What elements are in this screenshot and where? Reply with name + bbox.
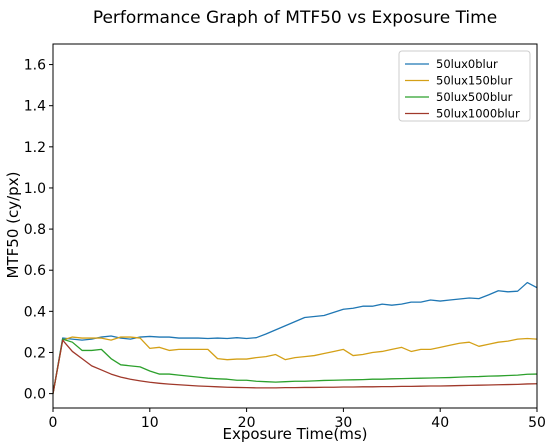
legend-label: 50lux150blur [436,74,513,88]
y-tick-label: 1.2 [24,140,46,156]
x-tick-label: 20 [238,415,256,431]
chart-title: Performance Graph of MTF50 vs Exposure T… [93,8,497,28]
y-axis-title: MTF50 (cy/px) [4,172,22,279]
legend-label: 50lux1000blur [436,107,520,121]
legend-label: 50lux0blur [436,57,498,71]
x-axis-title: Exposure Time(ms) [222,425,367,443]
plot-frame [52,43,538,409]
y-tick-label: 0.4 [24,304,46,320]
y-tick-label: 0.8 [24,222,46,238]
y-tick-label: 0.0 [24,387,46,403]
y-tick-label: 0.2 [24,345,46,361]
y-tick-label: 1.6 [24,58,46,74]
legend-label: 50lux500blur [436,90,513,104]
x-tick-label: 50 [528,415,546,431]
x-tick-label: 10 [141,415,159,431]
y-tick-label: 1.4 [24,99,46,115]
series-line-50lux1000blur [52,339,538,394]
series-line-50lux150blur [52,336,538,394]
series-line-50lux500blur [52,338,538,394]
y-tick-label: 0.6 [24,263,46,279]
x-tick-label: 0 [49,415,58,431]
legend-box [398,50,531,122]
y-tick-label: 1.0 [24,181,46,197]
x-tick-label: 30 [334,415,352,431]
plot-area: 0 10 20 30 40 50 0.0 0.2 0.4 0.6 0.8 1.0 1.2 1.4 1.6 [24,43,546,431]
legend: 50lux0blur 50lux150blur 50lux500blur 50lux1… [398,50,531,122]
series-line-50lux0blur [52,281,538,394]
x-tick-label: 40 [431,415,449,431]
